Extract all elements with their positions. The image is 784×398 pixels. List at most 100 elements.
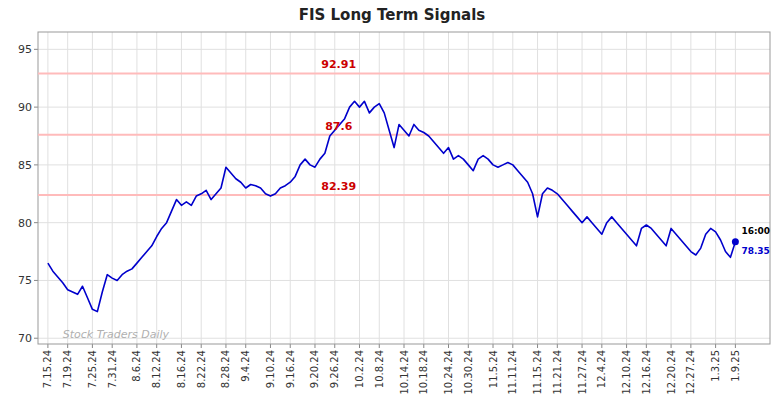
x-tick-label: 1.3.25: [710, 350, 721, 382]
last-price-label: 78.35: [741, 246, 769, 256]
x-tick-label: 1.9.25: [730, 350, 741, 382]
x-tick: [537, 344, 538, 348]
x-tick-label: 11.21.24: [552, 350, 563, 395]
x-tick-label: 7.19.24: [62, 350, 73, 388]
x-grid-line: [359, 32, 360, 344]
x-grid-line: [314, 32, 315, 344]
x-tick-label: 11.11.24: [507, 350, 518, 395]
x-tick: [245, 344, 246, 348]
x-tick: [379, 344, 380, 348]
title: FIS Long Term Signals: [299, 6, 486, 24]
x-tick: [67, 344, 68, 348]
x-tick: [690, 344, 691, 348]
x-grid-line: [671, 32, 672, 344]
chart: FIS Long Term Signals7075808590957.15.24…: [0, 0, 784, 398]
x-tick-label: 9.10.24: [265, 350, 276, 388]
last-point: [732, 238, 739, 245]
x-grid-line: [290, 32, 291, 344]
x-tick: [582, 344, 583, 348]
y-tick: [34, 222, 38, 223]
y-tick-label: 75: [18, 274, 32, 287]
x-tick: [512, 344, 513, 348]
x-grid-line: [201, 32, 202, 344]
x-tick: [715, 344, 716, 348]
x-grid-line: [512, 32, 513, 344]
x-grid-line: [626, 32, 627, 344]
y-tick-label: 85: [18, 159, 32, 172]
x-grid-line: [557, 32, 558, 344]
x-tick-label: 8.22.24: [196, 350, 207, 388]
x-grid-line: [735, 32, 736, 344]
x-tick: [671, 344, 672, 348]
y-tick: [34, 164, 38, 165]
x-grid-line: [468, 32, 469, 344]
x-tick: [181, 344, 182, 348]
y-tick-label: 90: [18, 101, 32, 114]
x-tick-label: 10.14.24: [399, 350, 410, 395]
y-tick-label: 80: [18, 217, 32, 230]
y-tick: [34, 338, 38, 339]
y-tick-label: 70: [18, 332, 32, 345]
signal-label: 87.6: [325, 120, 352, 133]
x-tick: [735, 344, 736, 348]
x-tick-label: 10.24.24: [443, 350, 454, 395]
x-grid-line: [47, 32, 48, 344]
x-grid-line: [181, 32, 182, 344]
x-tick-label: 11.15.24: [532, 350, 543, 395]
last-time-label: 16:00: [741, 226, 770, 236]
x-grid-line: [156, 32, 157, 344]
x-tick: [92, 344, 93, 348]
x-tick-label: 7.25.24: [87, 350, 98, 388]
x-tick-label: 9.20.24: [309, 350, 320, 388]
grid: [38, 32, 770, 344]
x-tick-label: 8.28.24: [220, 350, 231, 388]
x-tick-label: 11.27.24: [577, 350, 588, 395]
x-tick-label: 8.16.24: [176, 350, 187, 388]
x-tick: [334, 344, 335, 348]
signal-label: 92.91: [321, 58, 356, 71]
x-grid-line: [112, 32, 113, 344]
y-tick: [34, 107, 38, 108]
x-tick-label: 10.18.24: [418, 350, 429, 395]
x-tick-label: 9.26.24: [329, 350, 340, 388]
x-grid-line: [601, 32, 602, 344]
x-tick: [290, 344, 291, 348]
watermark: Stock Traders Daily: [63, 328, 170, 341]
x-tick: [270, 344, 271, 348]
x-tick: [47, 344, 48, 348]
plot-frame: [38, 32, 770, 344]
x-tick: [136, 344, 137, 348]
x-grid-line: [225, 32, 226, 344]
price-line: [48, 101, 735, 311]
signal-label: 82.39: [321, 180, 356, 193]
x-tick-label: 7.31.24: [107, 350, 118, 388]
x-tick-label: 8.12.24: [151, 350, 162, 388]
signal-line: [38, 134, 770, 136]
x-tick: [493, 344, 494, 348]
x-tick-label: 12.4.24: [596, 350, 607, 388]
signal-line: [38, 72, 770, 74]
x-grid-line: [67, 32, 68, 344]
x-tick: [359, 344, 360, 348]
x-grid-line: [690, 32, 691, 344]
x-grid-line: [537, 32, 538, 344]
x-tick: [626, 344, 627, 348]
x-tick: [601, 344, 602, 348]
x-grid-line: [646, 32, 647, 344]
x-tick: [423, 344, 424, 348]
x-tick-label: 12.10.24: [621, 350, 632, 395]
x-grid-line: [582, 32, 583, 344]
x-tick-label: 8.6.24: [131, 350, 142, 382]
x-grid-line: [715, 32, 716, 344]
x-tick-label: 10.8.24: [374, 350, 385, 388]
x-tick-label: 9.16.24: [285, 350, 296, 388]
x-tick: [314, 344, 315, 348]
x-grid-line: [270, 32, 271, 344]
x-tick: [201, 344, 202, 348]
x-tick-label: 10.2.24: [354, 350, 365, 388]
x-grid-line: [92, 32, 93, 344]
x-tick: [404, 344, 405, 348]
x-tick: [468, 344, 469, 348]
x-grid-line: [448, 32, 449, 344]
x-tick-label: 11.5.24: [488, 350, 499, 388]
